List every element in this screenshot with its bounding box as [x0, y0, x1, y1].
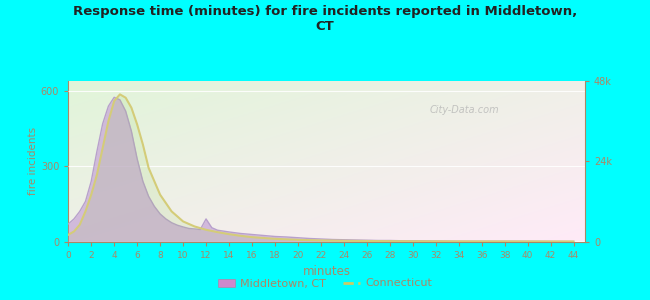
Text: Response time (minutes) for fire incidents reported in Middletown,
CT: Response time (minutes) for fire inciden… [73, 4, 577, 32]
Y-axis label: fire incidents: fire incidents [28, 127, 38, 195]
Legend: Middletown, CT, Connecticut: Middletown, CT, Connecticut [214, 274, 436, 293]
X-axis label: minutes: minutes [303, 265, 350, 278]
Text: City-Data.com: City-Data.com [430, 105, 500, 115]
